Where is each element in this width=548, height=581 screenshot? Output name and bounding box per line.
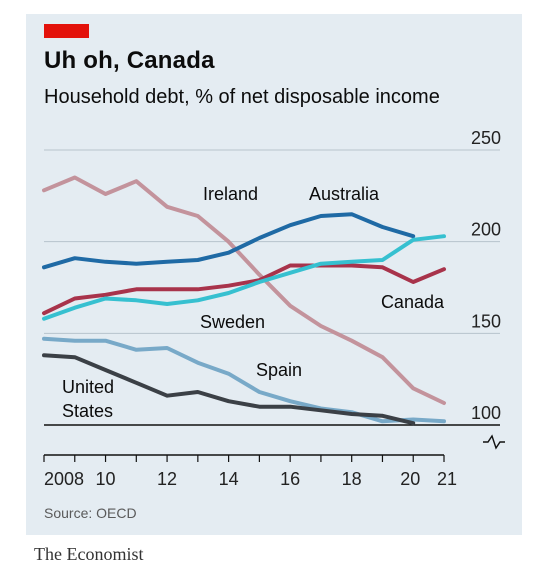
series-label: United xyxy=(62,377,114,397)
x-tick-label: 2008 xyxy=(44,469,84,489)
gridlines xyxy=(44,149,500,426)
series-label: Australia xyxy=(309,184,380,204)
series-lines xyxy=(42,175,446,426)
x-tick-label: 14 xyxy=(219,469,239,489)
series-line-spain xyxy=(42,336,446,424)
y-axis-labels: 100 150 200 250 xyxy=(471,128,505,450)
series-line-canada xyxy=(42,263,446,316)
x-tick-label: 10 xyxy=(96,469,116,489)
axis-break-icon xyxy=(483,434,505,450)
y-tick-label: 150 xyxy=(471,311,501,331)
series-label: Sweden xyxy=(200,312,265,332)
x-tick-label: 21 xyxy=(437,469,457,489)
series-line-australia xyxy=(42,212,416,270)
y-tick-label: 250 xyxy=(471,128,501,148)
series-label: Canada xyxy=(381,292,445,312)
y-tick-label: 100 xyxy=(471,403,501,423)
series-label: Spain xyxy=(256,360,302,380)
series-label: Ireland xyxy=(203,184,258,204)
chart-title: Uh oh, Canada xyxy=(44,47,215,74)
source-note: Source: OECD xyxy=(44,505,137,521)
publisher-name: The Economist xyxy=(34,544,144,564)
series-line-sweden xyxy=(42,234,446,321)
series-labels: Ireland Australia Canada Sweden Spain United S… xyxy=(62,184,445,421)
chart-subtitle: Household debt, % of net disposable inco… xyxy=(44,86,440,108)
x-axis xyxy=(43,454,445,462)
series-label: States xyxy=(62,401,113,421)
x-tick-label: 18 xyxy=(342,469,362,489)
x-tick-label: 12 xyxy=(157,469,177,489)
series-line-ireland xyxy=(42,175,446,405)
y-tick-label: 200 xyxy=(471,220,501,240)
x-tick-label: 20 xyxy=(400,469,420,489)
x-axis-labels: 2008 10 12 14 16 18 20 21 xyxy=(44,469,457,489)
series-line-united-states xyxy=(42,353,416,426)
brand-red-tag xyxy=(44,24,89,38)
x-tick-label: 16 xyxy=(280,469,300,489)
